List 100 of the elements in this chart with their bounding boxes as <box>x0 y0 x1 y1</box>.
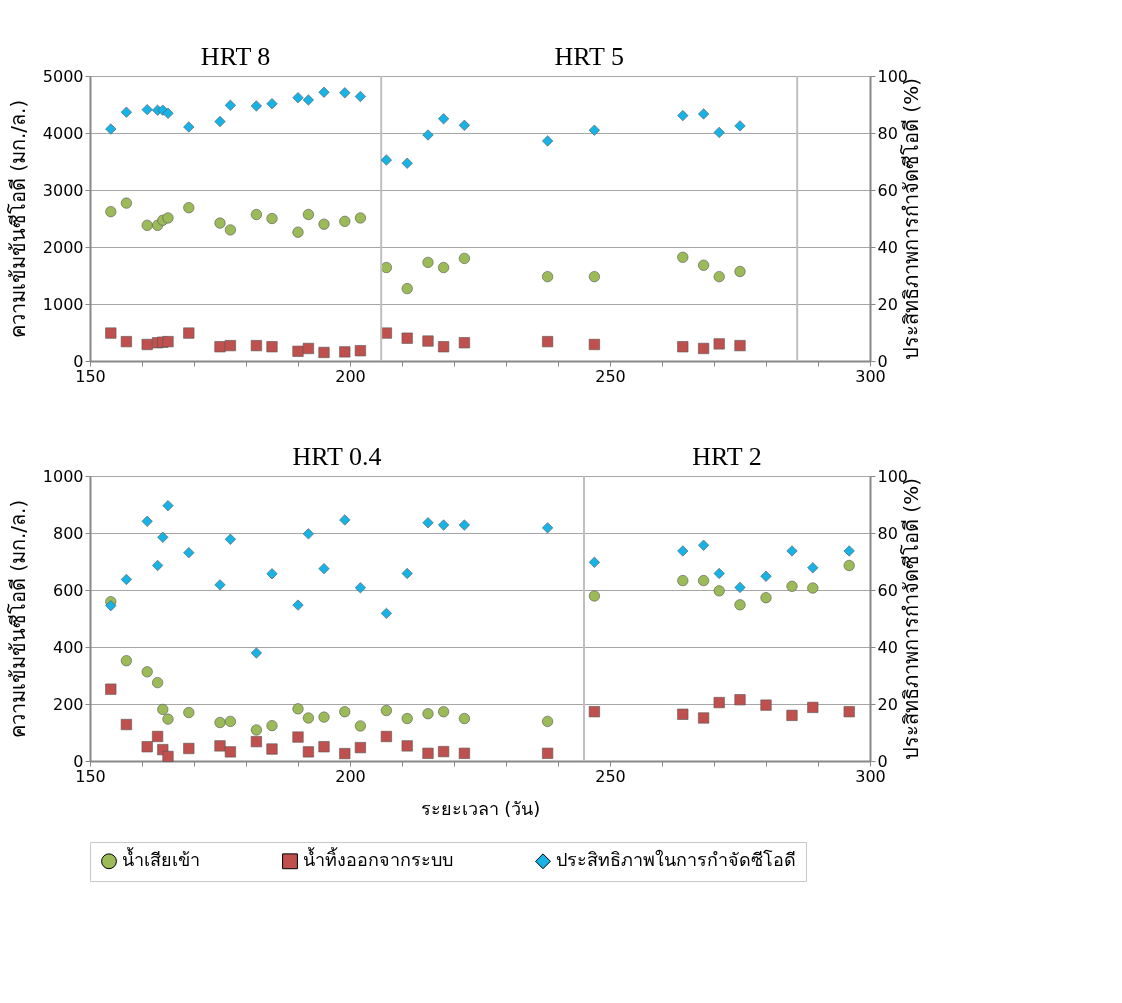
point <box>266 720 278 732</box>
point <box>713 126 725 138</box>
point <box>318 711 330 723</box>
point <box>354 212 366 224</box>
point <box>162 336 174 348</box>
point <box>843 559 855 572</box>
y-tick-label: 200 <box>52 694 84 714</box>
point <box>141 338 153 351</box>
x-axis-title: ระยะเวลา (วัน) <box>420 797 541 819</box>
point <box>250 736 262 748</box>
point <box>354 345 366 357</box>
point <box>292 731 304 743</box>
point <box>458 713 470 725</box>
point <box>339 514 351 526</box>
point <box>698 539 710 551</box>
point <box>105 206 117 218</box>
point <box>224 99 236 111</box>
point <box>677 110 689 122</box>
point <box>120 718 132 731</box>
point <box>292 92 304 104</box>
point <box>438 519 450 531</box>
point <box>380 705 392 717</box>
point <box>105 600 117 612</box>
point <box>266 98 278 110</box>
point <box>734 340 746 352</box>
point <box>843 545 855 557</box>
point <box>698 342 710 354</box>
text: HRT 2 <box>692 442 762 471</box>
y-axis-title: ความเข้มข้นซีโอดี (มก./ล.) <box>5 499 30 739</box>
y-tick-label: 800 <box>52 523 84 543</box>
point <box>380 261 392 274</box>
point <box>302 712 314 724</box>
point <box>422 335 434 347</box>
point <box>786 709 798 721</box>
point <box>302 746 314 758</box>
point <box>292 226 304 238</box>
point <box>677 341 689 353</box>
point <box>302 208 314 221</box>
point <box>380 730 392 743</box>
point <box>354 582 366 594</box>
point <box>422 517 434 529</box>
point <box>339 706 351 718</box>
point <box>438 341 450 353</box>
point <box>162 713 174 725</box>
point <box>380 327 392 339</box>
point <box>401 740 413 752</box>
point <box>224 746 236 758</box>
text: HRT 8 <box>200 42 271 71</box>
y2-tick-label: 80 <box>877 123 898 143</box>
point <box>380 154 392 166</box>
point <box>734 694 746 706</box>
point <box>677 545 689 557</box>
point <box>698 259 710 271</box>
point <box>183 707 195 719</box>
point <box>224 533 236 545</box>
point <box>438 113 450 125</box>
x-tick-label: 250 <box>595 366 626 386</box>
text: HRT 5 <box>554 42 624 71</box>
point <box>713 338 725 350</box>
point <box>120 197 132 209</box>
y-tick-label: 600 <box>52 580 84 600</box>
point <box>250 647 262 659</box>
point <box>843 706 855 718</box>
point <box>438 706 450 718</box>
point <box>224 224 236 236</box>
point <box>734 120 746 132</box>
point <box>105 123 117 135</box>
point <box>339 215 351 227</box>
point <box>734 265 746 278</box>
point <box>401 567 413 580</box>
point <box>542 336 554 348</box>
point <box>588 556 600 568</box>
point <box>162 500 174 512</box>
point <box>250 100 262 112</box>
point <box>120 655 132 667</box>
y-tick-label: 400 <box>52 637 84 657</box>
y2-tick-label: 20 <box>877 694 898 714</box>
point <box>677 251 689 263</box>
point <box>292 599 304 611</box>
point <box>458 119 470 131</box>
point <box>162 107 174 119</box>
point <box>542 522 554 534</box>
point <box>214 341 226 353</box>
point <box>152 677 164 689</box>
point <box>713 567 725 580</box>
point <box>214 740 226 752</box>
point <box>542 135 554 147</box>
point <box>120 106 132 118</box>
y2-tick-label: 20 <box>877 294 898 314</box>
point <box>734 581 746 593</box>
point <box>354 742 366 754</box>
point <box>152 559 164 572</box>
point <box>677 708 689 720</box>
point <box>677 575 689 587</box>
y2-tick-label: 40 <box>877 237 898 257</box>
point <box>458 337 470 349</box>
point <box>588 338 600 351</box>
y2-tick-label: 40 <box>877 637 898 657</box>
point <box>401 283 413 295</box>
legend-label: น้ำเสียเข้า <box>122 847 200 871</box>
